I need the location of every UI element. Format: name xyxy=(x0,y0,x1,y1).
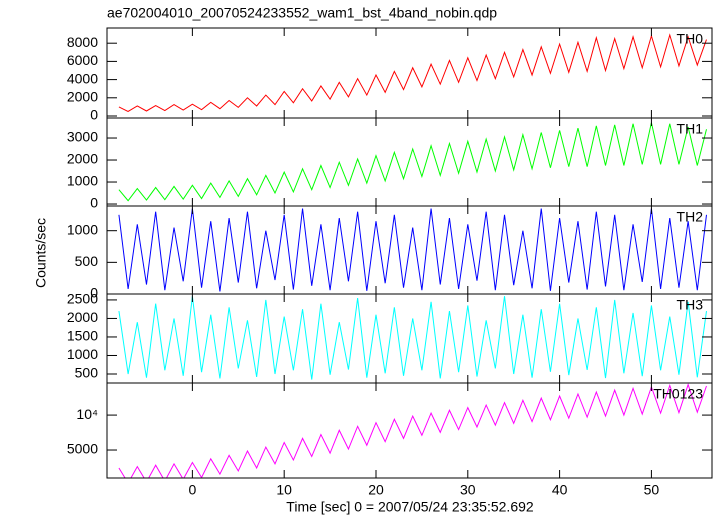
x-axis-label: Time [sec] 0 = 2007/05/24 23:35:52.692 xyxy=(286,499,534,515)
y-tick-label: 0 xyxy=(90,195,98,211)
y-tick-label: 3000 xyxy=(67,129,98,145)
y-tick-label: 2500 xyxy=(67,291,98,307)
y-tick-label: 5000 xyxy=(67,441,98,457)
y-tick-label: 2000 xyxy=(67,309,98,325)
y-tick-label: 8000 xyxy=(67,34,98,50)
y-tick-label: 4000 xyxy=(67,70,98,86)
x-tick-label: 40 xyxy=(552,482,568,498)
panel-label: TH2 xyxy=(677,209,704,225)
panel-label: TH1 xyxy=(677,121,704,137)
y-tick-label: 1000 xyxy=(67,346,98,362)
y-tick-label: 500 xyxy=(75,253,99,269)
series-line xyxy=(118,296,707,380)
y-tick-label: 0 xyxy=(90,285,98,301)
y-tick-label: 1500 xyxy=(67,328,98,344)
y-tick-label: 1000 xyxy=(67,221,98,237)
panel-label: TH0123 xyxy=(653,386,703,402)
y-tick-label: 2000 xyxy=(67,89,98,105)
panel-frame xyxy=(106,27,713,119)
x-tick-label: 0 xyxy=(188,482,196,498)
chart-title: ae702004010_20070524233552_wam1_bst_4ban… xyxy=(107,5,497,21)
series-line xyxy=(118,383,707,478)
series-line xyxy=(118,208,707,292)
y-axis-label: Counts/sec xyxy=(33,218,49,288)
x-tick-label: 20 xyxy=(368,482,384,498)
x-tick-label: 50 xyxy=(644,482,660,498)
series-line xyxy=(118,122,707,202)
panel-label: TH3 xyxy=(677,297,704,313)
y-tick-label: 2000 xyxy=(67,151,98,167)
y-tick-label: 6000 xyxy=(67,52,98,68)
x-tick-label: 30 xyxy=(460,482,476,498)
series-line xyxy=(118,33,707,113)
y-tick-label: 500 xyxy=(75,365,99,381)
panel-frame xyxy=(106,382,713,479)
y-tick-label: 0 xyxy=(90,107,98,123)
x-tick-label: 10 xyxy=(276,482,292,498)
panel-label: TH0 xyxy=(677,31,704,47)
y-tick-label: 10⁴ xyxy=(76,406,98,422)
y-tick-label: 1000 xyxy=(67,173,98,189)
